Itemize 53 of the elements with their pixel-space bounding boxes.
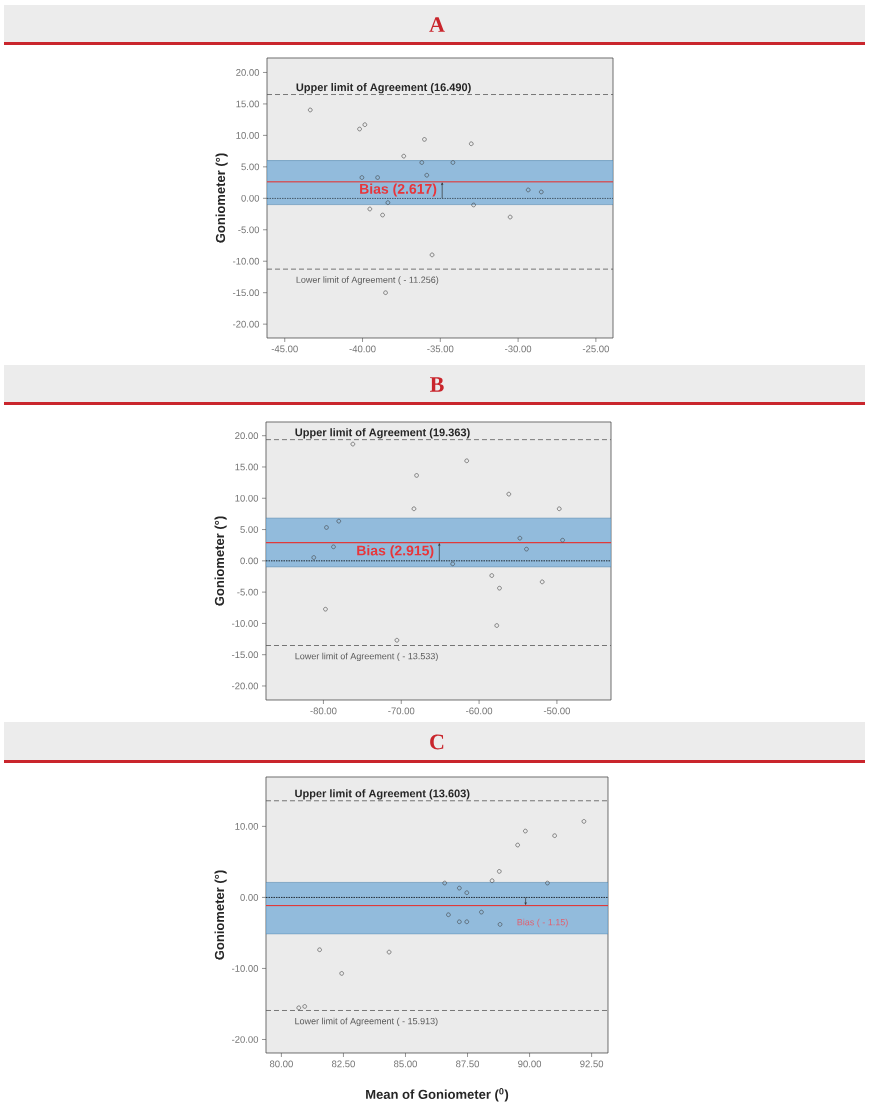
ref-line-label: Lower limit of Agreement ( - 15.913) <box>295 1017 438 1027</box>
x-tick-label: -30.00 <box>505 345 532 353</box>
annotation: Bias (2.617) <box>360 183 437 197</box>
chart-title: C <box>430 734 444 750</box>
y-tick-label: 15.00 <box>236 100 260 108</box>
x-tick-label: -25.00 <box>582 345 609 353</box>
x-tick-label: 90.00 <box>518 1060 542 1068</box>
y-axis-title: Goniometer (°) <box>215 153 228 243</box>
ref-line-label: Lower limit of Agreement ( - 13.533) <box>295 652 438 662</box>
x-tick-label: -70.00 <box>388 707 415 715</box>
x-tick-label: 82.50 <box>331 1060 355 1068</box>
y-tick-label: 5.00 <box>240 526 259 533</box>
y-axis-title: Goniometer (°) <box>214 870 227 960</box>
y-tick-label: 20.00 <box>236 69 260 76</box>
y-tick-label: 5.00 <box>241 163 260 171</box>
y-tick-label: -20.00 <box>231 1036 259 1043</box>
chart-title: B <box>430 377 444 392</box>
y-tick-label: -10.00 <box>231 965 259 972</box>
y-tick-label: 10.00 <box>235 494 259 502</box>
y-tick-label: 0.00 <box>240 894 259 901</box>
x-tick-label: 87.50 <box>456 1060 480 1068</box>
x-tick-label: -45.00 <box>271 345 298 353</box>
x-tick-label: 92.50 <box>580 1060 604 1068</box>
x-tick-label: -40.00 <box>349 345 376 353</box>
x-axis-title: Mean of Goniometer ($^{0}$) <box>366 1088 509 1102</box>
y-tick-label: -15.00 <box>231 651 259 659</box>
y-tick-label: 20.00 <box>235 432 259 440</box>
annotation: Bias ( - 1.15) <box>517 918 568 928</box>
y-tick-label: 10.00 <box>236 132 260 139</box>
y-axis-title: Goniometer (°) <box>214 516 227 606</box>
ref-line-label: Lower limit of Agreement ( - 11.256) <box>296 276 439 285</box>
x-tick-label: -50.00 <box>543 707 570 715</box>
y-tick-label: -20.00 <box>231 682 259 690</box>
y-tick-label: 0.00 <box>241 194 260 202</box>
y-tick-label: -15.00 <box>232 289 260 297</box>
y-tick-label: -10.00 <box>231 620 259 627</box>
chart-title: A <box>429 17 445 32</box>
ref-line-label: Upper limit of Agreement (19.363) <box>295 428 470 439</box>
y-tick-label: 10.00 <box>235 823 259 830</box>
x-tick-label: -60.00 <box>466 707 493 715</box>
x-tick-label: 80.00 <box>269 1060 293 1068</box>
ref-line-label: Upper limit of Agreement (13.603) <box>295 789 470 800</box>
y-tick-label: -5.00 <box>238 226 260 234</box>
y-tick-label: -20.00 <box>232 320 260 328</box>
y-tick-label: 0.00 <box>240 557 259 565</box>
x-tick-label: 85.00 <box>394 1060 417 1068</box>
y-tick-label: 15.00 <box>235 463 259 471</box>
ref-line-label: Upper limit of Agreement (16.490) <box>296 83 471 94</box>
x-tick-label: -80.00 <box>310 707 337 715</box>
x-tick-label: -35.00 <box>427 345 454 353</box>
annotation: Bias (2.915) <box>357 545 434 559</box>
y-tick-label: -10.00 <box>232 257 260 265</box>
y-tick-label: -5.00 <box>237 588 259 596</box>
